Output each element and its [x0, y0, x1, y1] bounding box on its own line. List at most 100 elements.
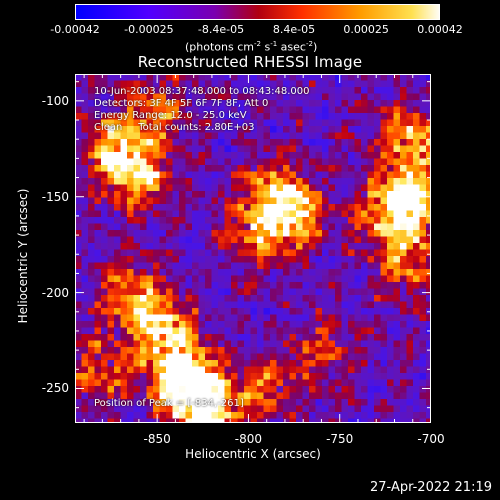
heatmap-cell: [185, 392, 193, 400]
heatmap-cell: [335, 399, 342, 406]
heatmap-cell: [335, 139, 342, 146]
heatmap-cell: [328, 334, 336, 341]
heatmap-cell: [172, 93, 180, 101]
heatmap-cell: [218, 217, 225, 224]
heatmap-cell: [361, 243, 368, 250]
heatmap-cell: [257, 74, 264, 81]
heatmap-cell: [133, 347, 141, 354]
heatmap-cell: [153, 74, 160, 81]
heatmap-cell: [120, 288, 128, 296]
heatmap-cell: [257, 340, 264, 348]
heatmap-cell: [335, 327, 342, 335]
heatmap-cell: [315, 204, 323, 211]
heatmap-cell: [270, 412, 277, 419]
heatmap-cell: [393, 132, 401, 140]
heatmap-cell: [198, 321, 206, 328]
heatmap-cell: [270, 87, 277, 94]
heatmap-cell: [153, 106, 160, 114]
heatmap-cell: [88, 178, 95, 185]
heatmap-cell: [406, 113, 414, 120]
heatmap-cell: [283, 340, 290, 348]
heatmap-cell: [172, 165, 180, 172]
heatmap-cell: [263, 288, 271, 296]
heatmap-cell: [185, 399, 193, 406]
heatmap-cell: [289, 158, 297, 166]
heatmap-cell: [276, 139, 284, 146]
heatmap-cell: [114, 87, 121, 94]
heatmap-cell: [218, 373, 225, 380]
heatmap-cell: [367, 243, 375, 250]
heatmap-cell: [75, 392, 82, 400]
heatmap-cell: [283, 262, 290, 270]
heatmap-cell: [367, 347, 375, 354]
heatmap-cell: [140, 334, 147, 341]
y-tick-label: -250: [41, 381, 69, 396]
heatmap-cell: [88, 113, 95, 120]
heatmap-cell: [211, 301, 219, 309]
heatmap-cell: [205, 93, 212, 101]
heatmap-cell: [361, 74, 368, 81]
heatmap-cell: [393, 178, 401, 185]
heatmap-cell: [133, 360, 141, 367]
heatmap-cell: [393, 334, 401, 341]
heatmap-cell: [166, 204, 173, 211]
heatmap-cell: [426, 139, 431, 146]
heatmap-cell: [341, 301, 349, 309]
heatmap-cell: [244, 139, 251, 146]
heatmap-cell: [166, 243, 173, 250]
heatmap-cell: [107, 347, 115, 354]
heatmap-cell: [328, 321, 336, 328]
heatmap-cell: [322, 165, 329, 172]
heatmap-cell: [348, 93, 355, 101]
heatmap-cell: [94, 132, 102, 140]
heatmap-cell: [120, 353, 128, 361]
heatmap-cell: [296, 269, 303, 276]
heatmap-cell: [224, 301, 232, 309]
heatmap-cell: [367, 275, 375, 283]
heatmap-cell: [192, 243, 199, 250]
heatmap-cell: [380, 347, 388, 354]
heatmap-cell: [387, 340, 394, 348]
heatmap-cell: [159, 230, 167, 237]
heatmap-cell: [270, 373, 277, 380]
heatmap-cell: [393, 210, 401, 218]
heatmap-cell: [315, 334, 323, 341]
heatmap-cell: [380, 223, 388, 231]
heatmap-cell: [361, 178, 368, 185]
heatmap-cell: [289, 334, 297, 341]
heatmap-cell: [185, 113, 193, 120]
heatmap-cell: [140, 106, 147, 114]
unit-exponent: -1: [270, 40, 278, 48]
heatmap-cell: [419, 360, 427, 367]
heatmap-cell: [127, 295, 134, 302]
heatmap-cell: [211, 93, 219, 101]
heatmap-cell: [419, 87, 427, 94]
heatmap-cell: [114, 126, 121, 133]
heatmap-cell: [276, 93, 284, 101]
heatmap-cell: [289, 386, 297, 393]
heatmap-cell: [283, 217, 290, 224]
heatmap-cell: [101, 353, 108, 361]
heatmap-cell: [354, 314, 362, 322]
heatmap-cell: [140, 100, 147, 107]
heatmap-cell: [94, 392, 102, 400]
heatmap-cell: [387, 392, 394, 400]
heatmap-cell: [419, 152, 427, 159]
heatmap-cell: [374, 412, 381, 419]
heatmap-cell: [244, 308, 251, 315]
heatmap-cell: [114, 93, 121, 101]
heatmap-cell: [257, 256, 264, 263]
heatmap-cell: [237, 366, 245, 374]
heatmap-cell: [315, 308, 323, 315]
heatmap-cell: [361, 152, 368, 159]
heatmap-cell: [120, 340, 128, 348]
heatmap-cell: [101, 392, 108, 400]
heatmap-cell: [94, 80, 102, 88]
heatmap-cell: [211, 295, 219, 302]
heatmap-cell: [211, 353, 219, 361]
heatmap-cell: [185, 80, 193, 88]
heatmap-cell: [302, 256, 310, 263]
heatmap-cell: [419, 392, 427, 400]
heatmap-cell: [426, 353, 431, 361]
heatmap-cell: [140, 347, 147, 354]
